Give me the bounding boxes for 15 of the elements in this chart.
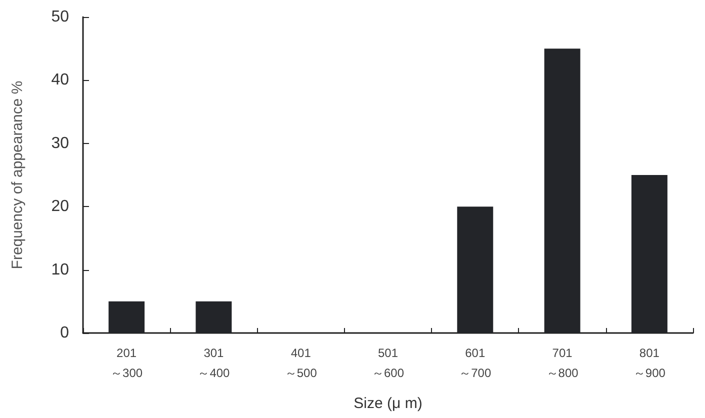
x-tick-label: 501 ～600 bbox=[372, 346, 404, 380]
x-tick-label: 201 ～300 bbox=[110, 346, 143, 380]
x-axis-title: Size (μ m) bbox=[354, 395, 422, 412]
y-axis-title: Frequency of appearance % bbox=[9, 80, 26, 270]
x-tick-label: 601 ～700 bbox=[459, 346, 492, 380]
y-tick-label: 30 bbox=[51, 134, 70, 152]
y-tick-label: 10 bbox=[51, 261, 70, 278]
x-tick-label: 801 ～900 bbox=[633, 346, 666, 380]
y-tick-label: 50 bbox=[51, 8, 70, 26]
y-tick-label: 0 bbox=[60, 324, 70, 342]
x-tick-label: 701 ～800 bbox=[546, 346, 579, 380]
y-tick-label: 40 bbox=[51, 72, 70, 89]
y-tick-label: 20 bbox=[51, 198, 70, 216]
x-tick-label: 401 ～500 bbox=[284, 346, 318, 380]
x-tick-label: 301 ～400 bbox=[198, 346, 230, 380]
